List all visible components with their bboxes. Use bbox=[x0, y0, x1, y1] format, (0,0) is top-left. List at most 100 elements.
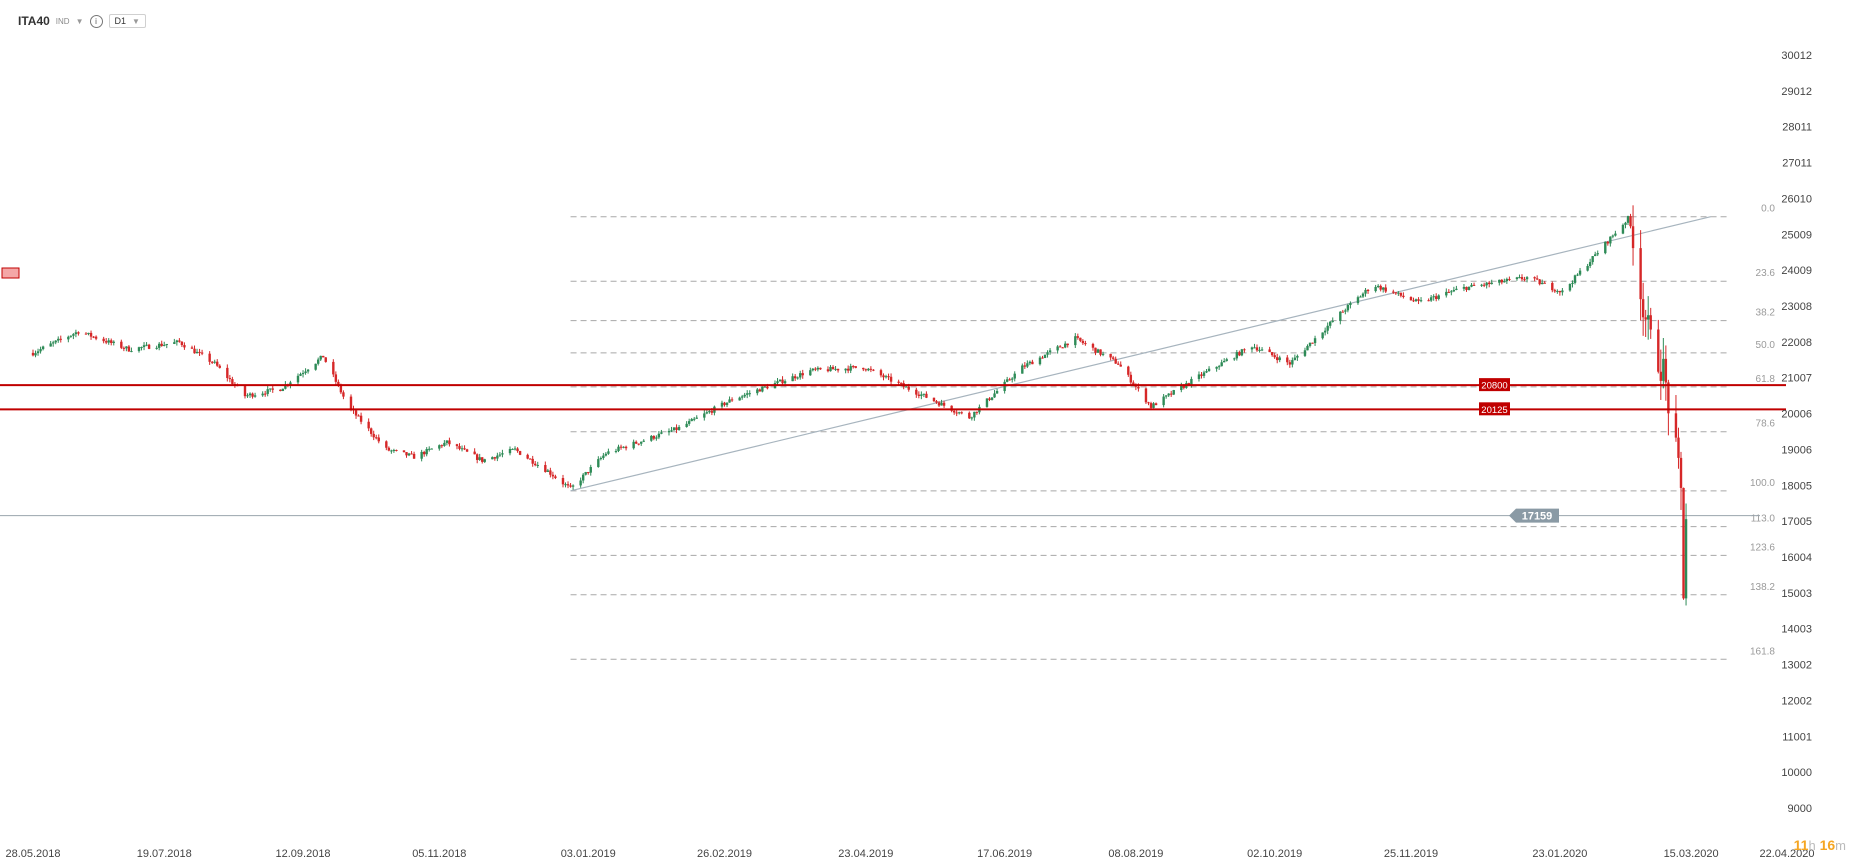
candle-body bbox=[604, 453, 608, 456]
candle-body bbox=[1452, 289, 1456, 292]
candle-body bbox=[1664, 358, 1668, 383]
candle-body bbox=[314, 363, 317, 370]
y-tick-label: 10000 bbox=[1781, 767, 1812, 779]
candle-body bbox=[508, 448, 512, 454]
candle-body bbox=[1003, 381, 1006, 392]
candle-body bbox=[1005, 379, 1009, 382]
candle-body bbox=[544, 465, 547, 472]
candle-body bbox=[1329, 321, 1332, 326]
candle-body bbox=[766, 386, 769, 389]
candle-body bbox=[1518, 277, 1521, 279]
candle-body bbox=[995, 391, 999, 394]
candle-body bbox=[1629, 216, 1632, 227]
candle-body bbox=[672, 427, 676, 431]
candle-body bbox=[703, 413, 706, 418]
candle-body bbox=[1437, 295, 1440, 299]
candle-body bbox=[1435, 296, 1438, 299]
candle-body bbox=[402, 450, 406, 453]
candle-body bbox=[59, 338, 62, 340]
trendline-layer bbox=[0, 216, 1760, 517]
candle-body bbox=[69, 335, 73, 337]
y-tick-label: 27011 bbox=[1782, 158, 1812, 170]
y-tick-label: 20006 bbox=[1781, 409, 1812, 421]
candle-body bbox=[1172, 390, 1175, 395]
candle-body bbox=[1432, 296, 1435, 298]
candle-body bbox=[465, 449, 469, 452]
candle-body bbox=[526, 454, 529, 459]
y-tick-label: 30012 bbox=[1781, 50, 1812, 62]
candle-body bbox=[617, 446, 620, 451]
candle-body bbox=[634, 441, 638, 444]
candle-body bbox=[130, 351, 133, 353]
candle-body bbox=[475, 454, 479, 460]
candle-body bbox=[1576, 274, 1579, 276]
candle-body bbox=[253, 395, 257, 397]
candle-body bbox=[1200, 374, 1203, 376]
chevron-down-icon: ▼ bbox=[132, 16, 140, 26]
candle-body bbox=[849, 366, 852, 371]
candle-body bbox=[301, 372, 305, 375]
candle-body bbox=[1523, 279, 1526, 281]
candle-body bbox=[395, 449, 398, 451]
candle-body bbox=[1450, 291, 1453, 293]
candle-body bbox=[1154, 403, 1158, 406]
candle-body bbox=[811, 368, 815, 371]
candle-body bbox=[1028, 361, 1032, 364]
candle-body bbox=[1535, 278, 1539, 280]
candle-body bbox=[1399, 292, 1403, 296]
candle-body bbox=[1137, 386, 1140, 389]
candle-body bbox=[483, 459, 486, 462]
candle-body bbox=[357, 415, 360, 417]
candle-body bbox=[1323, 330, 1327, 333]
candle-body bbox=[198, 351, 201, 353]
candle-body bbox=[571, 485, 575, 487]
candle-body bbox=[1278, 357, 1281, 361]
candle-body bbox=[740, 396, 744, 398]
symbol-label[interactable]: ITA40 bbox=[18, 14, 50, 28]
candle-body bbox=[1255, 347, 1259, 351]
candle-body bbox=[34, 353, 37, 356]
candle-body bbox=[1356, 297, 1360, 304]
candle-body bbox=[534, 463, 537, 466]
candle-body bbox=[422, 451, 426, 455]
candle-body bbox=[120, 341, 123, 348]
fib-label: 138.2 bbox=[1750, 582, 1775, 593]
y-tick-label: 15003 bbox=[1781, 588, 1812, 600]
candle-body bbox=[1447, 291, 1451, 293]
candle-body bbox=[1258, 349, 1261, 351]
candle-body bbox=[1291, 360, 1294, 365]
candle-body bbox=[1170, 393, 1173, 395]
level-label: 20800 bbox=[1481, 381, 1507, 392]
timeframe-select[interactable]: D1 ▼ bbox=[108, 14, 146, 28]
candle-body bbox=[1096, 349, 1100, 353]
candle-body bbox=[1311, 342, 1314, 344]
candle-body bbox=[1207, 368, 1211, 372]
candle-body bbox=[915, 389, 918, 395]
candle-body bbox=[160, 343, 163, 346]
candle-body bbox=[889, 376, 893, 382]
candle-body bbox=[448, 440, 451, 445]
info-icon[interactable]: i bbox=[89, 14, 103, 28]
candle-body bbox=[872, 369, 875, 371]
candle-body bbox=[178, 340, 181, 342]
fib-label: 78.6 bbox=[1756, 419, 1776, 430]
candle-body bbox=[163, 344, 166, 346]
candle-body bbox=[1041, 357, 1044, 359]
candle-body bbox=[725, 402, 729, 406]
candle-body bbox=[342, 392, 345, 397]
x-tick-label: 02.10.2019 bbox=[1247, 848, 1302, 860]
candle-body bbox=[1190, 378, 1193, 385]
candle-body bbox=[675, 427, 678, 430]
chevron-down-icon[interactable]: ▼ bbox=[75, 16, 84, 26]
candle-body bbox=[1417, 299, 1420, 301]
candle-body bbox=[1250, 347, 1254, 350]
candle-body bbox=[1467, 286, 1471, 290]
candle-body bbox=[1568, 284, 1572, 291]
candle-body bbox=[958, 412, 961, 414]
candle-body bbox=[687, 421, 691, 424]
candle-body bbox=[1288, 362, 1292, 365]
candle-body bbox=[1119, 364, 1122, 367]
candle-body bbox=[1132, 382, 1135, 385]
candle-body bbox=[1094, 347, 1097, 353]
